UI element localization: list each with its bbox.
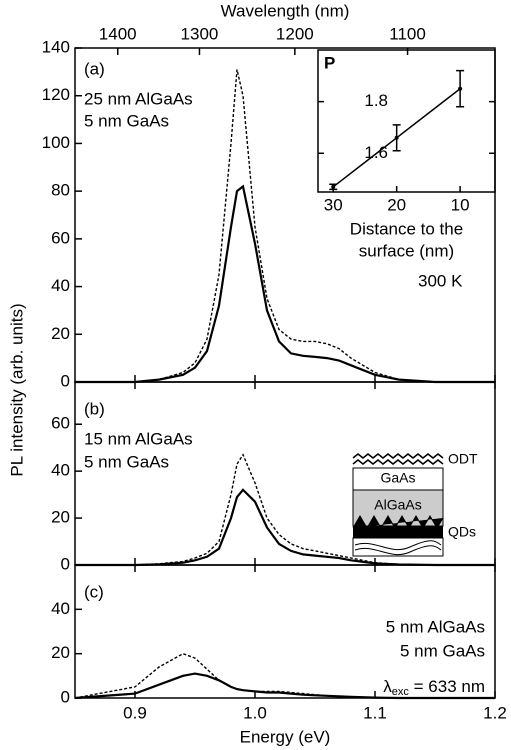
diagram-label: ODT bbox=[448, 451, 478, 467]
inset-y-label: P bbox=[324, 53, 335, 72]
annotation: 15 nm AlGaAs bbox=[84, 429, 193, 448]
annotation: 5 nm AlGaAs bbox=[386, 617, 485, 636]
x2-tick-label: 1200 bbox=[276, 24, 314, 43]
x-tick-label: 10 bbox=[451, 195, 470, 214]
y-tick-label: 20 bbox=[51, 643, 70, 662]
y-tick-label: 40 bbox=[51, 461, 70, 480]
series-line bbox=[75, 184, 495, 384]
x-axis-label: Energy (eV) bbox=[240, 727, 331, 746]
panel-label: (a) bbox=[84, 59, 105, 78]
data-point bbox=[458, 86, 463, 91]
y-tick-label: 1.8 bbox=[364, 91, 388, 110]
y-tick-label: 120 bbox=[42, 85, 70, 104]
inset-frame bbox=[317, 49, 496, 193]
y-tick-label: 80 bbox=[51, 181, 70, 200]
y-tick-label: 0 bbox=[61, 371, 70, 390]
y-tick-label: 0 bbox=[61, 687, 70, 706]
y-tick-label: 60 bbox=[51, 228, 70, 247]
x2-tick-label: 1300 bbox=[181, 24, 219, 43]
plot-frame bbox=[74, 564, 496, 699]
diagram-label: AlGaAs bbox=[374, 497, 421, 513]
data-point bbox=[331, 184, 336, 189]
series-line bbox=[75, 488, 495, 567]
panel-label: (c) bbox=[84, 582, 104, 601]
annotation: 5 nm GaAs bbox=[84, 452, 169, 471]
panel-label: (b) bbox=[84, 399, 105, 418]
diagram-label: GaAs bbox=[380, 470, 415, 486]
x-tick-label: 20 bbox=[387, 195, 406, 214]
y-tick-label: 1.6 bbox=[364, 143, 388, 162]
annotation: 5 nm GaAs bbox=[84, 111, 169, 130]
y-tick-label: 20 bbox=[51, 508, 70, 527]
series-line bbox=[75, 453, 495, 566]
x-tick-label: 30 bbox=[324, 195, 343, 214]
annotation: 300 K bbox=[418, 271, 463, 290]
annotation: 25 nm AlGaAs bbox=[84, 89, 193, 108]
x-tick-label: 1.1 bbox=[363, 703, 387, 722]
series-line bbox=[75, 69, 495, 383]
symbol: λ bbox=[383, 677, 392, 696]
x-tick-label: 1.2 bbox=[483, 703, 507, 722]
y-tick-label: 40 bbox=[51, 276, 70, 295]
x2-tick-label: 1100 bbox=[389, 24, 426, 43]
y-tick-label: 60 bbox=[51, 414, 70, 433]
y-tick-label: 0 bbox=[61, 554, 70, 573]
data-point bbox=[394, 135, 399, 140]
layer-diagram bbox=[352, 453, 444, 557]
excitation-label: λexc = 633 nm bbox=[383, 677, 485, 697]
y-tick-label: 20 bbox=[51, 324, 70, 343]
y-tick-label: 100 bbox=[42, 133, 70, 152]
x-tick-label: 1.0 bbox=[243, 703, 267, 722]
y-tick-label: 40 bbox=[51, 599, 70, 618]
inset-x-label: surface (nm) bbox=[359, 241, 454, 260]
x2-tick-label: 1400 bbox=[99, 24, 137, 43]
x-tick-label: 0.9 bbox=[123, 703, 147, 722]
text: = 633 nm bbox=[409, 677, 485, 696]
annotation: 5 nm GaAs bbox=[400, 641, 485, 660]
y-axis-label: PL intensity (arb. units) bbox=[7, 303, 26, 476]
diagram-label: QDs bbox=[448, 524, 476, 540]
inset-x-label: Distance to the bbox=[350, 219, 463, 238]
y-tick-label: 140 bbox=[42, 37, 70, 56]
x2-axis-label: Wavelength (nm) bbox=[221, 1, 350, 20]
series-line bbox=[74, 672, 495, 700]
subscript: exc bbox=[392, 686, 410, 698]
